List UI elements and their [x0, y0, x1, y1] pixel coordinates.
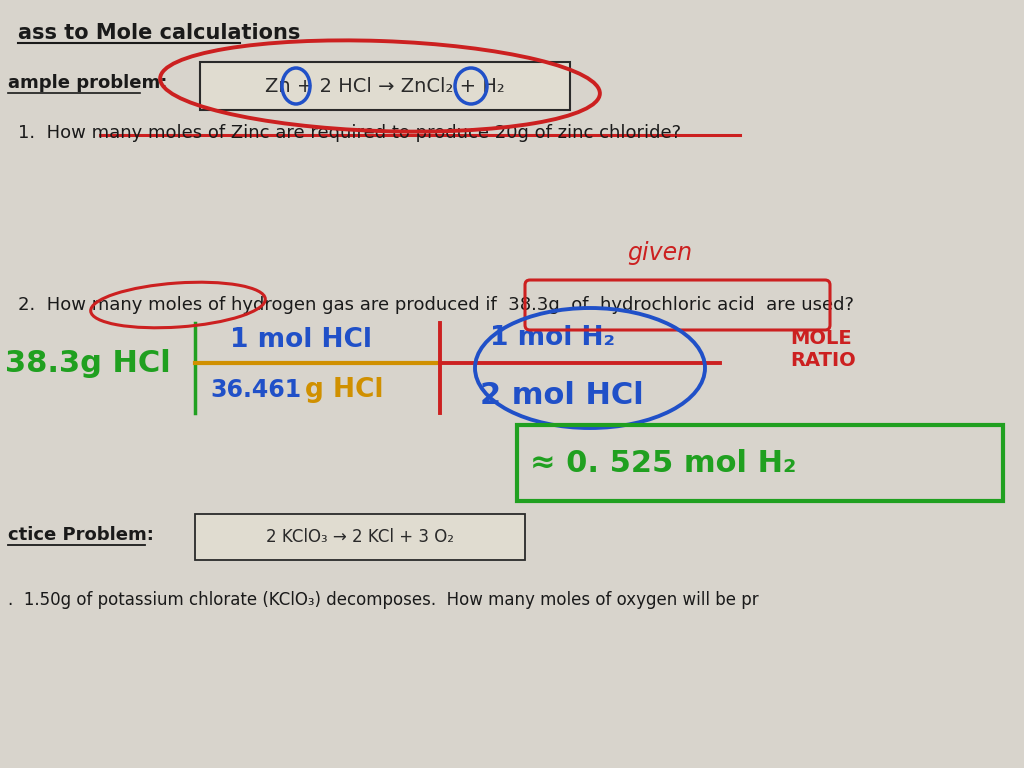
- Text: 2 KClO₃ → 2 KCl + 3 O₂: 2 KClO₃ → 2 KCl + 3 O₂: [266, 528, 454, 546]
- Text: 36.461: 36.461: [210, 378, 301, 402]
- Bar: [200, 62, 570, 110]
- Text: 2 mol HCl: 2 mol HCl: [480, 382, 644, 411]
- Text: 1 mol HCl: 1 mol HCl: [230, 327, 372, 353]
- Text: ctice Problem:: ctice Problem:: [8, 526, 154, 544]
- Bar: [195, 514, 525, 560]
- Text: 1.  How many moles of Zinc are required to produce 20g of zinc chloride?: 1. How many moles of Zinc are required t…: [18, 124, 681, 142]
- Text: 1 mol H₂: 1 mol H₂: [490, 325, 615, 351]
- Text: 2.  How many moles of hydrogen gas are produced if  38.3g  of  hydrochloric acid: 2. How many moles of hydrogen gas are pr…: [18, 296, 854, 314]
- Text: g HCl: g HCl: [305, 377, 384, 403]
- Text: ≈ 0. 525 mol H₂: ≈ 0. 525 mol H₂: [530, 449, 797, 478]
- Text: ample problem:: ample problem:: [8, 74, 167, 92]
- Text: given: given: [628, 241, 692, 265]
- Text: MOLE: MOLE: [790, 329, 852, 347]
- Text: ass to Mole calculations: ass to Mole calculations: [18, 23, 300, 43]
- Text: RATIO: RATIO: [790, 350, 856, 369]
- Text: 38.3g HCl: 38.3g HCl: [5, 349, 171, 378]
- Text: Zn + 2 HCl → ZnCl₂ + H₂: Zn + 2 HCl → ZnCl₂ + H₂: [265, 77, 505, 95]
- Text: .  1.50g of potassium chlorate (KClO₃) decomposes.  How many moles of oxygen wil: . 1.50g of potassium chlorate (KClO₃) de…: [8, 591, 759, 609]
